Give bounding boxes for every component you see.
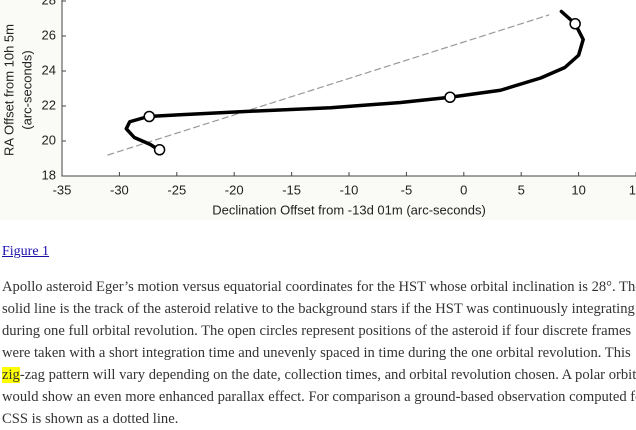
x-tick-label: -20 xyxy=(225,182,244,197)
marker xyxy=(569,18,581,30)
x-tick-label: -15 xyxy=(282,182,301,197)
x-tick-label: -30 xyxy=(110,182,129,197)
y-tick-label: 28 xyxy=(42,0,56,7)
figure: RA Offset from 10h 5m (arc-seconds) Decl… xyxy=(1,0,636,218)
y-tick-label: 22 xyxy=(42,97,56,112)
x-tick-label: 5 xyxy=(518,182,525,197)
caption-line: during one full orbital revolution. The … xyxy=(2,320,636,342)
caption: Apollo asteroid Eger’s motion versus equ… xyxy=(2,276,636,430)
y-tick-label: 18 xyxy=(42,167,56,182)
caption-text: were taken with a short integration time… xyxy=(2,345,631,361)
x-tick-label: -10 xyxy=(340,182,359,197)
caption-line: Apollo asteroid Eger’s motion versus equ… xyxy=(2,276,636,298)
caption-text: CSS is shown as a dotted line. xyxy=(2,411,179,427)
x-tick-label: 15 xyxy=(629,182,636,197)
x-tick-label: -35 xyxy=(53,182,72,197)
x-tick-label: 10 xyxy=(571,182,585,197)
x-tick-label: 0 xyxy=(460,182,467,197)
chart: RA Offset from 10h 5m (arc-seconds) Decl… xyxy=(1,0,636,217)
y-tick-label: 24 xyxy=(42,62,56,77)
caption-text: Apollo asteroid Eger’s motion versus equ… xyxy=(2,279,636,295)
x-tick-label: -5 xyxy=(401,182,413,197)
caption-line: CSS is shown as a dotted line. xyxy=(2,408,636,430)
y-axis-label: RA Offset from 10h 5m xyxy=(1,24,16,156)
x-axis-label: Declination Offset from -13d 01m (arc-se… xyxy=(212,202,486,217)
figure-link[interactable]: Figure 1 xyxy=(2,244,50,259)
y-axis-label: (arc-seconds) xyxy=(19,50,34,129)
x-tick-label: -25 xyxy=(167,182,186,197)
marker xyxy=(143,110,155,123)
track-line xyxy=(124,9,585,152)
marker xyxy=(153,144,166,156)
caption-line: would show an even more enhanced paralla… xyxy=(2,386,636,408)
marker xyxy=(444,91,456,103)
plot-area xyxy=(61,0,636,177)
caption-line: were taken with a short integration time… xyxy=(2,342,636,364)
caption-line: zig-zag pattern will vary depending on t… xyxy=(2,364,636,386)
caption-text: -zag pattern will vary depending on the … xyxy=(19,367,636,383)
caption-text: would show an even more enhanced paralla… xyxy=(2,389,636,405)
caption-line: solid line is the track of the asteroid … xyxy=(2,298,636,320)
caption-text: during one full orbital revolution. The … xyxy=(2,323,632,339)
dashed-line xyxy=(107,14,550,156)
y-tick-label: 26 xyxy=(42,27,56,42)
caption-text: solid line is the track of the asteroid … xyxy=(2,301,635,317)
y-tick-label: 20 xyxy=(42,132,56,147)
highlight: zig xyxy=(2,367,20,383)
